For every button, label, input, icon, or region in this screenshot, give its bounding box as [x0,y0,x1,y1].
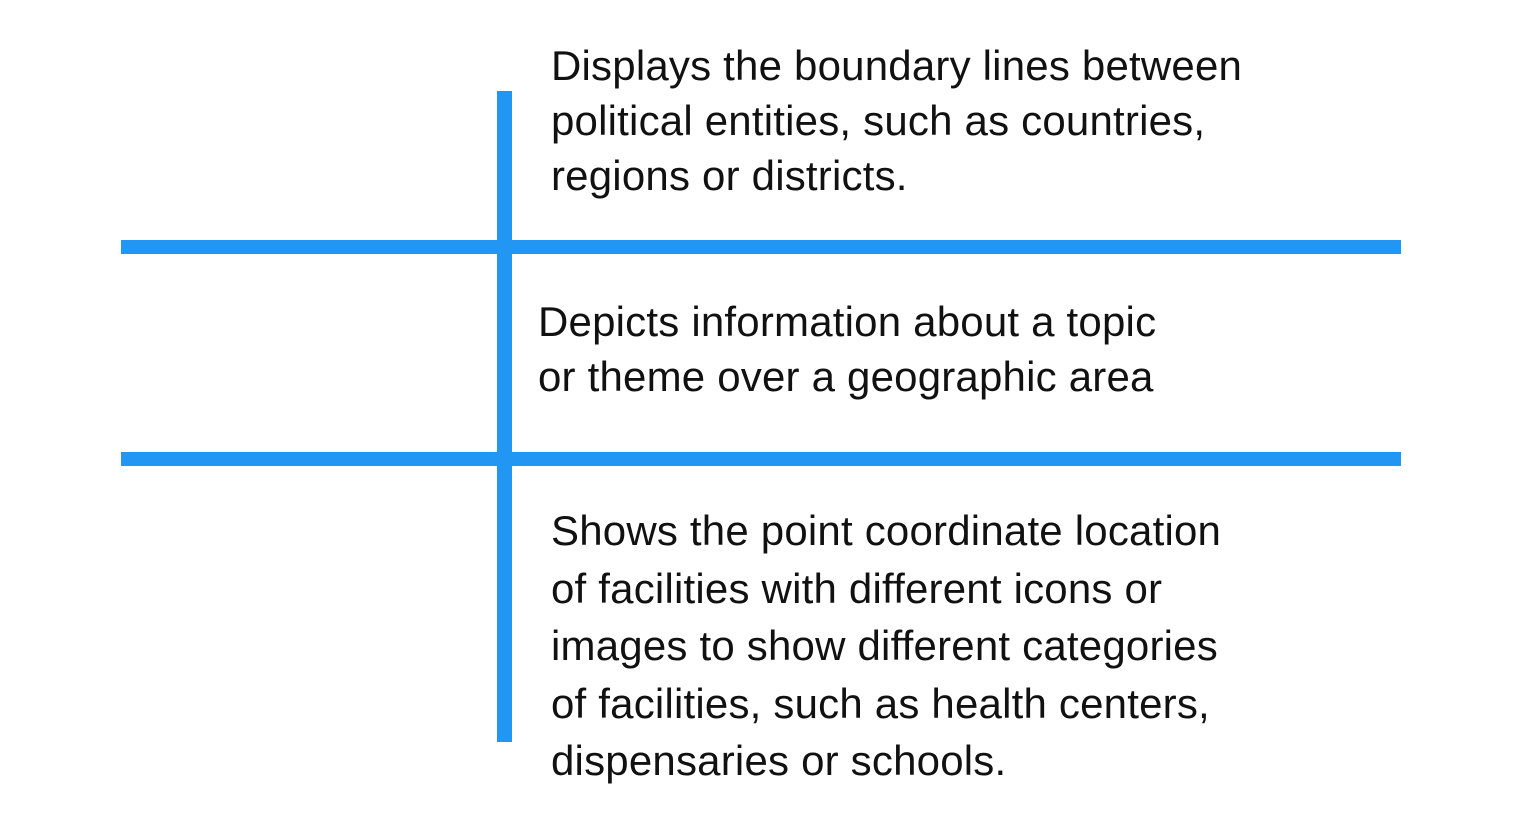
description-thematic: Depicts information about a topic or the… [538,294,1156,404]
description-line: Displays the boundary lines between [551,42,1243,89]
description-line: Shows the point coordinate location [551,507,1222,554]
description-political-boundaries: Displays the boundary lines between poli… [551,38,1242,203]
description-line: Depicts information about a topic [538,298,1157,345]
horizontal-divider-2 [121,452,1401,466]
description-line: of facilities, such as health centers, [551,679,1210,727]
description-line: political entities, such as countries, [551,97,1206,144]
vertical-divider [497,91,512,742]
description-line: images to show different categories [551,622,1218,669]
description-facility-locations: Shows the point coordinate location of f… [551,502,1221,790]
description-line: or theme over a geographic area [538,353,1154,400]
description-line: dispensaries or schools. [551,737,1007,784]
description-line: regions or districts. [551,152,908,199]
horizontal-divider-1 [121,240,1401,254]
description-line: of facilities with different icons or [551,564,1163,612]
